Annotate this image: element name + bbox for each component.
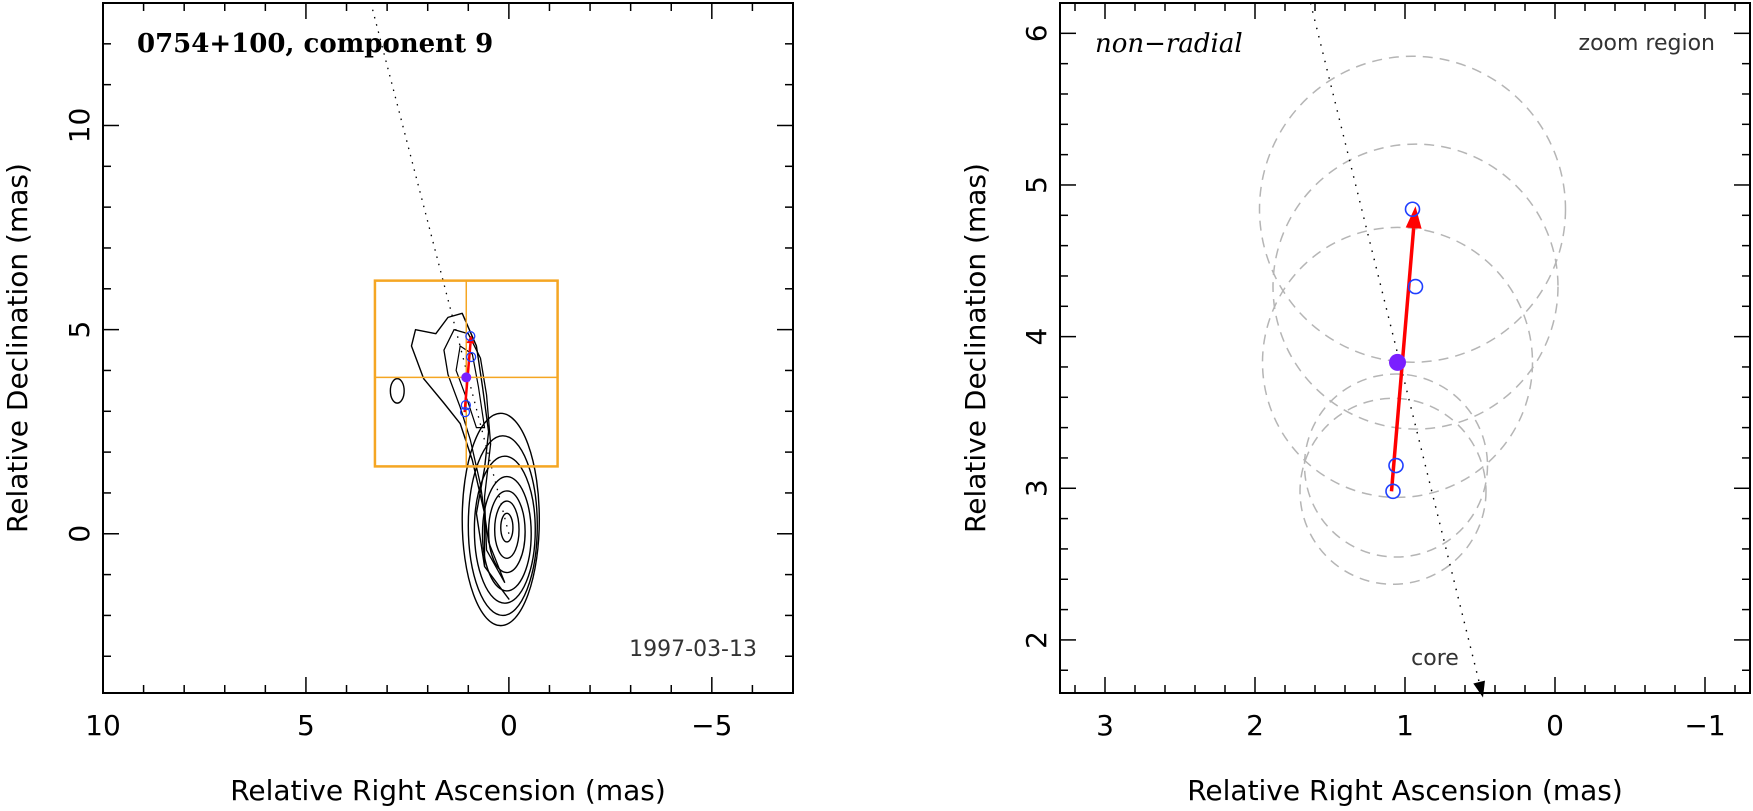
core-contour (493, 500, 520, 559)
left-y-tick-label: 0 (63, 525, 96, 543)
right-x-tick-label: 0 (1546, 709, 1564, 742)
right-core-label: core (1411, 646, 1459, 671)
core-contour (461, 412, 541, 627)
jet-knot-contour (455, 344, 486, 429)
right-y-tick-label: 2 (1020, 631, 1053, 649)
component-position (460, 400, 472, 411)
core-contour (473, 455, 536, 604)
component-position (1388, 457, 1404, 474)
left-chart-title: 0754+100, component 9 (137, 29, 493, 59)
left-x-tick-label: 5 (297, 709, 315, 742)
left-positions (459, 331, 477, 418)
core-contour (481, 475, 532, 592)
jet-outer-contour (410, 312, 510, 600)
left-x-tick-label: 0 (500, 709, 518, 742)
left-x-tick-label: 10 (85, 709, 121, 742)
uncertainty-circle (1258, 55, 1567, 363)
left-x-axis-title: Relative Right Ascension (mas) (230, 774, 666, 807)
mean-position (461, 372, 472, 383)
right-x-tick-label: 3 (1096, 709, 1114, 742)
core-contour (467, 435, 538, 617)
right-x-tick-label: 2 (1246, 709, 1264, 742)
left-y-tick-label: 5 (63, 321, 96, 339)
core-arrow-head (1473, 680, 1485, 698)
component-position (1385, 483, 1401, 500)
core-contour (500, 512, 514, 543)
uncertainty-circle (1299, 397, 1487, 586)
right-motion-vector (1389, 206, 1422, 492)
uncertainty-circle (1303, 373, 1489, 558)
component-position (1407, 278, 1424, 295)
mean-position (1389, 353, 1406, 371)
left-contours (389, 312, 541, 627)
left-plot-frame (102, 2, 794, 694)
right-y-tick-label: 5 (1020, 176, 1053, 194)
right-y-axis-title: Relative Declination (mas) (959, 163, 992, 533)
core-contour (487, 490, 526, 574)
right-positions (1385, 201, 1424, 500)
right-x-tick-label: −1 (1684, 709, 1725, 742)
right-uncertainty-circles (1258, 55, 1567, 586)
right-x-tick-label: 1 (1396, 709, 1414, 742)
right-motion-arrow-head (1405, 206, 1422, 229)
right-y-tick-label: 3 (1020, 479, 1053, 497)
left-panel: 10 5 0 −5 0 5 10 0754+100, component 9 1997-03… (1, 2, 794, 807)
right-y-tick-label: 6 (1020, 24, 1053, 42)
component-position (465, 351, 477, 363)
right-ticks: 3 2 1 0 −1 2 3 4 5 6 (1020, 2, 1750, 742)
left-ticks: 10 5 0 −5 0 5 10 (63, 2, 794, 742)
isolated-contour (389, 377, 405, 404)
uncertainty-circle (1272, 143, 1559, 430)
component-position (465, 331, 476, 342)
left-y-axis-title: Relative Declination (mas) (1, 163, 34, 533)
right-x-axis-title: Relative Right Ascension (mas) (1187, 774, 1623, 807)
right-zoom-label: zoom region (1579, 31, 1715, 56)
radial-direction-line (1309, 2, 1480, 683)
left-x-tick-label: −5 (691, 709, 732, 742)
component-position (1404, 201, 1421, 218)
right-nonradial-label: non−radial (1095, 29, 1243, 59)
jet-inner-contour (443, 328, 506, 584)
radial-direction-line (370, 2, 510, 534)
right-radial-line (1309, 2, 1485, 698)
left-motion-arrow-head (466, 335, 475, 344)
right-y-tick-label: 4 (1020, 328, 1053, 346)
left-date-label: 1997-03-13 (629, 637, 757, 662)
left-y-tick-label: 10 (63, 108, 96, 144)
left-radial-line (370, 2, 510, 534)
component-position (459, 406, 471, 418)
